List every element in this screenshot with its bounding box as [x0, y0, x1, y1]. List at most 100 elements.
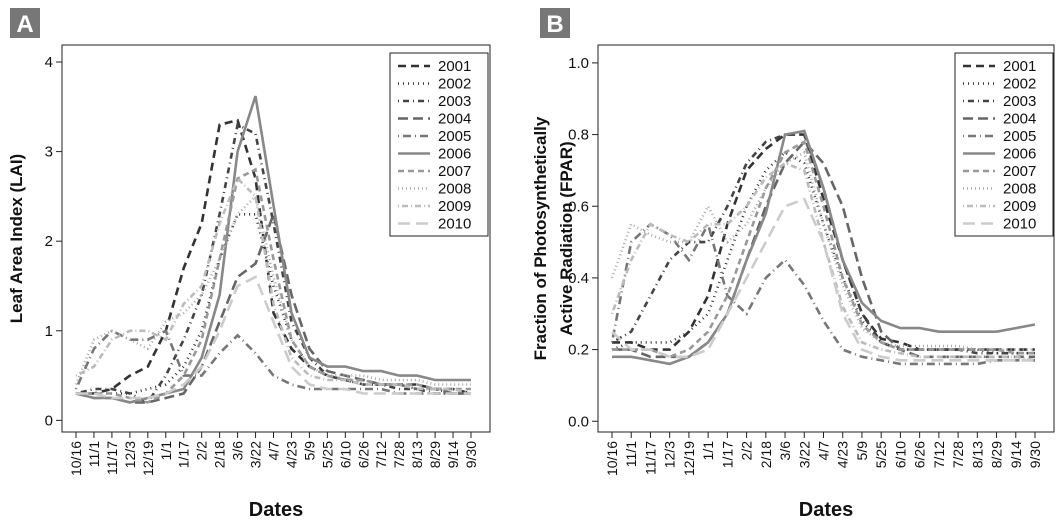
x-axis-label: Dates: [249, 499, 303, 521]
y-tick-label: 0.2: [568, 342, 589, 359]
series-line: [612, 133, 1035, 351]
x-tick-label: 4/23: [283, 441, 299, 468]
x-tick-label: 3/6: [230, 441, 246, 461]
x-tick-label: 4/23: [835, 441, 851, 468]
x-tick-label: 6/26: [912, 441, 928, 468]
legend-label: 2004: [438, 111, 471, 128]
x-tick-label: 6/26: [355, 441, 371, 468]
series-line: [611, 197, 1035, 362]
legend-label: 2006: [438, 146, 471, 163]
x-tick-label: 2/18: [212, 441, 228, 468]
x-tick-label: 3/6: [777, 441, 793, 461]
x-tick-label: 3/22: [796, 441, 812, 468]
plot-frame: [61, 44, 491, 433]
x-axis-label: Dates: [799, 499, 853, 521]
x-tick-label: 12/19: [140, 441, 156, 476]
y-axis-label: Leaf Area Index (LAI): [7, 154, 26, 323]
x-tick-label: 7/28: [950, 441, 966, 468]
x-tick-label: 5/9: [301, 441, 317, 461]
x-tick-label: 7/12: [931, 441, 947, 468]
series-line: [76, 213, 471, 395]
legend-label: 2007: [1003, 163, 1036, 180]
y-tick-label: 1: [45, 323, 53, 340]
legend-label: 2008: [438, 181, 471, 198]
panel-badge: [540, 8, 570, 38]
legend-label: 2001: [1003, 58, 1036, 75]
series-line: [611, 133, 1035, 355]
x-tick-label: 1/17: [719, 441, 735, 468]
x-tick-label: 11/17: [104, 441, 120, 475]
x-tick-label: 6/10: [337, 441, 353, 468]
x-tick-label: 8/29: [989, 441, 1005, 468]
legend-label: 2005: [1003, 128, 1036, 145]
x-tick-label: 7/12: [373, 441, 389, 468]
x-tick-label: 12/19: [681, 441, 697, 476]
panel-badge: [10, 8, 40, 38]
series-line: [75, 95, 471, 404]
series-line: [75, 176, 472, 395]
panel-label: A: [16, 11, 33, 38]
x-tick-label: 3/22: [248, 441, 264, 468]
x-tick-label: 5/25: [319, 441, 335, 468]
legend-label: 2003: [438, 93, 471, 110]
x-tick-label: 12/3: [662, 441, 678, 468]
x-tick-label: 1/17: [176, 441, 192, 468]
x-tick-label: 9/30: [463, 441, 479, 468]
y-tick-label: 0.4: [568, 270, 589, 287]
x-tick-label: 4/7: [266, 441, 282, 461]
x-tick-label: 7/28: [391, 441, 407, 468]
y-tick-label: 0.0: [568, 413, 589, 430]
x-tick-label: 8/13: [409, 441, 425, 468]
series-line: [610, 150, 1035, 351]
x-tick-label: 10/16: [68, 441, 84, 476]
legend-label: 2002: [1003, 76, 1036, 93]
x-tick-label: 9/14: [445, 441, 461, 468]
x-tick-label: 8/29: [427, 441, 443, 468]
series-line: [610, 220, 1035, 366]
panel-label: B: [546, 11, 563, 38]
x-tick-label: 1/1: [700, 441, 716, 461]
x-tick-label: 11/1: [623, 441, 639, 467]
plot-frame: [597, 44, 1055, 433]
y-tick-label: 0: [45, 412, 53, 429]
legend-label: 2006: [1003, 146, 1036, 163]
y-tick-label: 1.0: [568, 55, 589, 72]
series-line: [76, 118, 472, 395]
x-tick-label: 8/13: [969, 441, 985, 468]
y-tick-label: 0.6: [568, 198, 589, 215]
x-tick-label: 11/17: [642, 441, 658, 475]
x-tick-label: 11/1: [86, 441, 102, 467]
legend-label: 2005: [438, 128, 471, 145]
legend-label: 2008: [1003, 181, 1036, 198]
y-tick-label: 3: [45, 144, 53, 161]
legend-label: 2003: [1003, 93, 1036, 110]
series-line: [74, 329, 471, 395]
x-tick-label: 2/2: [194, 441, 210, 461]
y-tick-label: 4: [45, 54, 53, 71]
x-tick-label: 10/16: [604, 441, 620, 476]
series-line: [612, 129, 1036, 366]
x-tick-label: 12/3: [122, 441, 138, 468]
series-line: [76, 275, 471, 400]
x-tick-label: 6/10: [892, 441, 908, 468]
legend-label: 2010: [1003, 216, 1036, 233]
y-tick-label: 2: [45, 233, 53, 250]
x-tick-label: 9/14: [1008, 441, 1024, 468]
legend-label: 2002: [438, 76, 471, 93]
x-tick-label: 2/2: [739, 441, 755, 461]
x-tick-label: 4/7: [816, 441, 832, 461]
legend-label: 2009: [438, 198, 471, 215]
legend-label: 2007: [438, 163, 471, 180]
y-axis-label: Active Radiation (FPAR): [557, 141, 576, 335]
y-axis-label: Fraction of Photosynthetically: [531, 116, 550, 360]
legend-label: 2001: [438, 58, 471, 75]
x-tick-label: 9/30: [1027, 441, 1043, 468]
series-line: [610, 161, 1036, 362]
x-tick-label: 1/1: [158, 441, 174, 461]
x-tick-label: 5/9: [854, 441, 870, 461]
legend-label: 2009: [1003, 198, 1036, 215]
x-tick-label: 2/18: [758, 441, 774, 468]
series-line: [76, 167, 471, 404]
